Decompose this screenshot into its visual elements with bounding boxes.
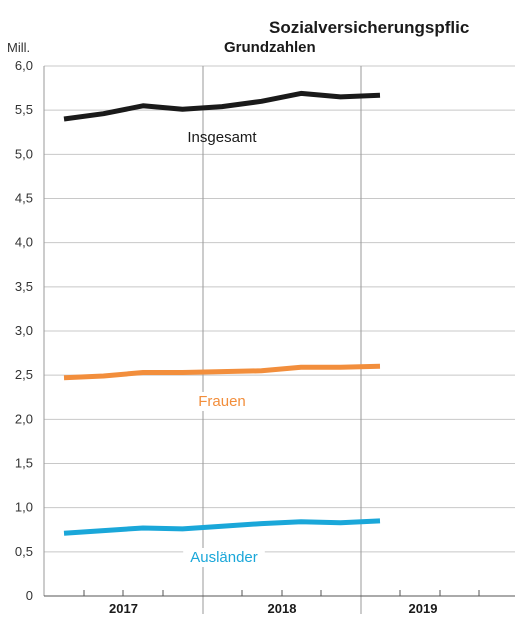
y-axis-ticks: 0 0,5 1,0 1,5 2,0 2,5 3,0 3,5 4,0 4,5 5,0 5,5 6,0 — [15, 58, 33, 603]
x-year-label: 2018 — [268, 601, 297, 616]
series-line-2 — [63, 518, 381, 536]
series-label-background — [193, 392, 251, 411]
y-tick-label: 0,5 — [15, 544, 33, 559]
x-axis: 2017 2018 2019 — [44, 590, 515, 616]
y-tick-label: 3,5 — [15, 279, 33, 294]
series-labels: Insgesamt Frauen Ausländer — [183, 129, 265, 567]
series-line-0 — [63, 90, 381, 122]
y-tick-label: 4,5 — [15, 191, 33, 206]
y-tick-label: 4,0 — [15, 235, 33, 250]
series-lines — [63, 90, 381, 536]
y-tick-label: 5,5 — [15, 102, 33, 117]
y-tick-label: 1,5 — [15, 456, 33, 471]
chart-subtitle: Grundzahlen — [224, 39, 316, 56]
y-tick-label: 0 — [26, 588, 33, 603]
x-year-label: 2019 — [409, 601, 438, 616]
y-tick-label: 6,0 — [15, 58, 33, 73]
x-year-label: 2017 — [109, 601, 138, 616]
series-label: Frauen — [198, 393, 246, 410]
y-tick-label: 5,0 — [15, 146, 33, 161]
y-tick-label: 3,0 — [15, 323, 33, 338]
series-line-1 — [63, 363, 381, 381]
y-tick-label: 2,0 — [15, 411, 33, 426]
chart-title: Sozialversicherungspflic — [269, 18, 469, 37]
series-label: Ausländer — [190, 549, 258, 566]
y-axis-label: Mill. — [7, 40, 30, 55]
y-tick-label: 2,5 — [15, 367, 33, 382]
y-tick-label: 1,0 — [15, 500, 33, 515]
series-label-background — [183, 548, 265, 567]
series-label: Insgesamt — [187, 129, 257, 146]
